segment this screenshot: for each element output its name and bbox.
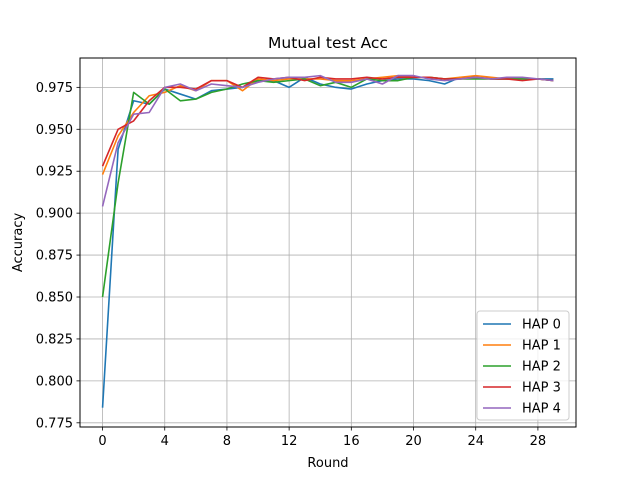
x-axis-label: Round xyxy=(307,456,348,471)
x-tick-label: 28 xyxy=(530,434,547,449)
legend-box xyxy=(476,310,570,421)
legend-label-hap-1: HAP 1 xyxy=(522,339,561,354)
y-tick-label: 0.800 xyxy=(36,374,73,389)
x-tick-label: 4 xyxy=(161,434,169,449)
y-tick-label: 0.900 xyxy=(36,207,73,222)
chart-title: Mutual test Acc xyxy=(268,34,388,52)
x-tick-label: 0 xyxy=(98,434,106,449)
legend-label-hap-3: HAP 3 xyxy=(522,381,561,396)
y-tick-label: 0.775 xyxy=(36,416,73,431)
series-line-hap-2 xyxy=(101,76,554,298)
y-tick-label: 0.825 xyxy=(36,332,73,347)
x-tick-label: 8 xyxy=(223,434,231,449)
y-tick-label: 0.950 xyxy=(36,123,73,138)
series-lines xyxy=(101,74,554,408)
x-tick-label: 20 xyxy=(405,434,422,449)
series-line-hap-4 xyxy=(101,74,554,207)
x-tick-label: 24 xyxy=(467,434,484,449)
y-axis-label: Accuracy xyxy=(11,213,26,273)
y-tick-label: 0.975 xyxy=(36,81,73,96)
y-tick-label: 0.850 xyxy=(36,291,73,306)
legend-label-hap-0: HAP 0 xyxy=(522,318,561,333)
legend: HAP 0 HAP 1 HAP 2 HAP 3 HAP 4 xyxy=(476,310,570,421)
y-tick-label: 0.875 xyxy=(36,249,73,264)
legend-label-hap-4: HAP 4 xyxy=(522,402,561,417)
y-tick-label: 0.925 xyxy=(36,165,73,180)
axes-frame xyxy=(79,57,577,428)
axis-ticks: 0 4 8 12 16 20 24 28 0.775 0.800 0.825 0.850 0.875 0.… xyxy=(36,81,546,449)
x-tick-label: 16 xyxy=(343,434,360,449)
x-tick-label: 12 xyxy=(281,434,298,449)
legend-label-hap-2: HAP 2 xyxy=(522,360,561,375)
